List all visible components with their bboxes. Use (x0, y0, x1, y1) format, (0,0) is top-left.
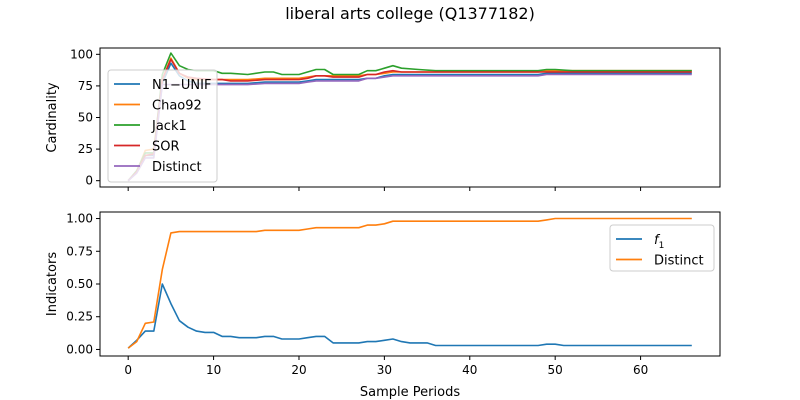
y-tick-label-1-2: 0.50 (66, 277, 93, 291)
cardinality-panel: 0 25 50 75 100 Cardinality N1−UNIF Chao92 Jack1 S… (45, 47, 721, 191)
x-tick-label-4: 40 (462, 363, 477, 377)
y-tick-label-0-0: 0 (85, 174, 93, 188)
y-tick-label-1-3: 0.75 (66, 244, 93, 258)
legend-1: f1 Distinct (609, 224, 715, 272)
series-line-1-1 (127, 217, 692, 349)
legend-label-1-0: f1 (654, 233, 664, 251)
legend-label-0-0: N1−UNIF (152, 78, 211, 93)
x-tick-label-1: 10 (206, 363, 221, 377)
x-tick-label-3: 30 (377, 363, 392, 377)
legend-label-0-1: Chao92 (152, 99, 202, 114)
legend-label-0-4: Distinct (152, 160, 202, 175)
x-tick-label-0: 0 (124, 363, 132, 377)
series-line-1-0 (127, 283, 692, 349)
indicators-panel: 0.00 0.25 0.50 0.75 1.00 0 10 20 30 40 50 60 Indicat… (45, 211, 721, 400)
y-tick-label-1-4: 1.00 (66, 212, 93, 226)
y-tick-label-0-1: 25 (78, 142, 93, 156)
x-tick-label-6: 60 (633, 363, 648, 377)
x-tick-label-5: 50 (548, 363, 563, 377)
legend-box-0 (107, 69, 218, 183)
legend-0: N1−UNIF Chao92 Jack1 SOR Distinct (107, 69, 218, 183)
y-tick-label-1-1: 0.25 (66, 310, 93, 324)
y-tick-label-0-3: 75 (78, 79, 93, 93)
legend-label-0-3: SOR (152, 140, 180, 155)
chart-title: liberal arts college (Q1377182) (285, 4, 535, 23)
x-axis-label: Sample Periods (360, 385, 460, 400)
y-tick-label-0-2: 50 (78, 111, 93, 125)
y-axis-label-1: Indicators (45, 252, 60, 316)
x-tick-label-2: 20 (291, 363, 306, 377)
series-line-0-2 (127, 52, 692, 182)
y-axis-label-0: Cardinality (45, 82, 60, 153)
y-tick-label-0-4: 100 (70, 47, 93, 61)
legend-label-1-1: Distinct (654, 254, 704, 269)
legend-label-0-2: Jack1 (151, 119, 187, 134)
y-tick-label-1-0: 0.00 (66, 342, 93, 356)
